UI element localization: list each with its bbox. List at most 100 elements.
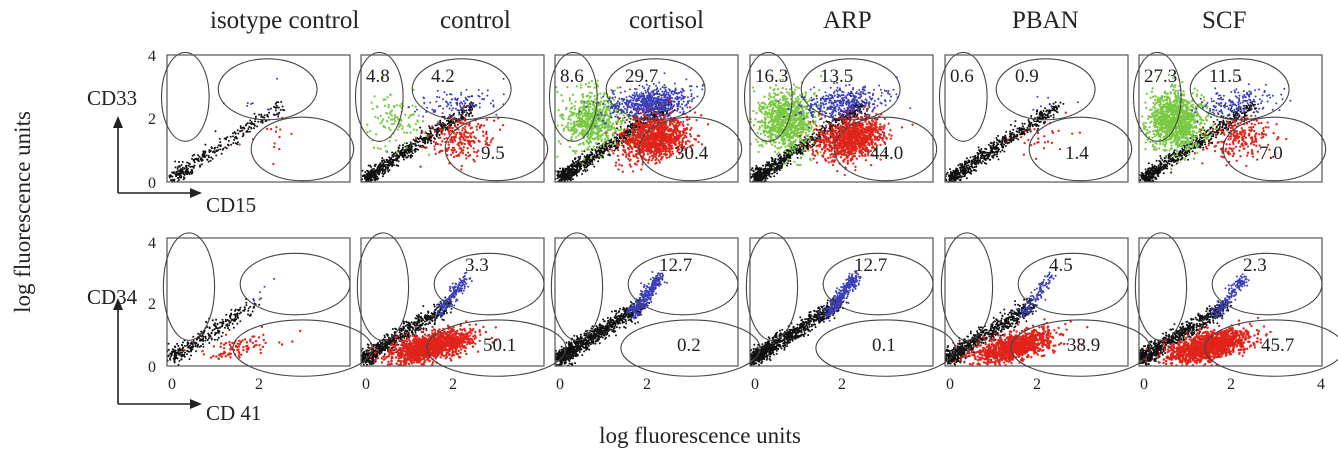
event-dot [400,153,403,156]
event-dot [498,128,502,131]
event-dot [213,147,216,150]
event-dot [388,169,391,172]
event-dot [630,127,633,130]
event-dot [407,106,410,109]
event-dot [623,129,626,132]
event-dot [201,158,204,161]
event-dot [376,168,379,171]
event-dot [434,141,438,144]
event-dot [588,102,592,106]
event-dot [634,155,638,158]
event-dot [586,94,590,97]
event-dot [232,142,235,144]
event-dot [452,135,455,138]
event-dot [627,124,630,127]
event-dot [373,167,375,170]
event-dot [449,138,452,141]
event-dot [571,149,575,152]
event-dot [618,102,621,104]
event-dot [690,85,693,88]
event-dot [266,114,269,117]
event-dot [639,112,643,115]
event-dot [668,102,671,105]
event-dot [460,168,463,171]
event-dot [755,164,758,167]
event-dot [635,99,638,102]
event-dot [636,123,640,127]
event-dot [587,126,591,129]
event-dot [672,110,674,113]
event-dot [387,126,391,130]
event-dot [278,147,281,151]
event-dot [645,148,648,152]
event-dot [197,160,200,163]
event-dot [439,143,442,146]
event-dot [562,171,565,174]
event-dot [685,142,688,146]
event-dot [552,97,554,99]
event-dot [629,101,632,104]
event-dot [651,117,654,120]
event-dot [681,140,685,143]
event-dot [208,149,211,152]
event-dot [643,87,646,90]
event-dot [637,119,641,123]
event-dot [563,169,566,172]
event-dot [447,125,451,128]
event-dot [414,110,416,113]
event-dot [645,146,648,149]
event-dot [431,134,434,137]
event-dot [269,127,273,131]
event-dot [629,88,632,91]
event-dot [451,115,454,118]
event-dot [676,150,679,153]
event-dot [459,113,462,116]
event-dot [412,113,415,116]
event-dot [682,145,686,148]
event-dot [389,112,392,116]
event-dot [610,145,613,148]
event-dot [656,137,659,140]
event-dot [261,121,264,124]
event-dot [436,95,439,98]
event-dot [374,133,378,136]
scatter-events [163,72,1292,366]
event-dot [560,175,563,178]
event-dot [654,155,657,159]
event-dot [663,105,666,107]
event-dot [407,154,410,157]
event-dot [585,126,589,130]
event-dot [460,135,463,139]
event-dot [263,116,266,119]
event-dot [377,117,380,120]
event-dot [647,113,650,116]
event-dot [583,109,587,112]
event-dot [392,164,395,167]
event-dot [642,99,645,102]
event-dot [560,185,562,187]
event-dot [438,151,441,154]
event-dot [628,151,632,154]
event-dot [668,148,671,151]
event-dot [381,160,384,163]
event-dot [649,148,653,151]
event-dot [577,116,581,119]
event-dot [639,147,643,151]
event-dot [163,180,165,182]
event-dot [678,137,681,140]
event-dot [679,111,682,114]
event-dot [686,118,689,121]
event-dot [581,124,584,128]
event-dot [206,158,209,161]
event-dot [436,142,440,146]
event-dot [622,105,625,108]
event-dot [602,103,605,106]
event-dot [587,110,591,113]
event-dot [185,170,188,173]
event-dot [696,85,698,88]
event-dot [588,145,591,148]
event-dot [674,123,677,127]
event-dot [658,154,661,157]
event-dot [391,165,394,168]
event-dot [588,112,591,116]
